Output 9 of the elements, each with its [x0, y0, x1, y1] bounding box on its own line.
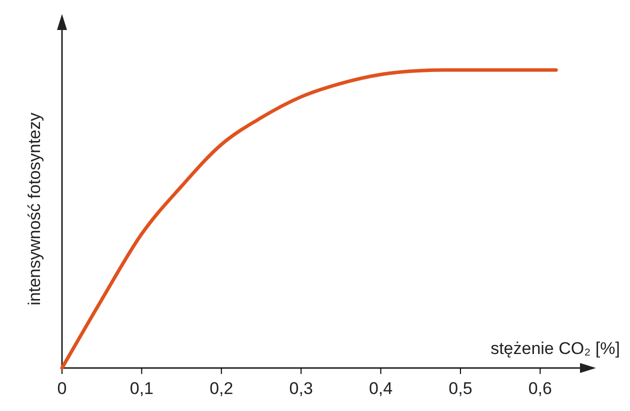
x-axis-title: stężenie CO₂ [%] [490, 339, 620, 358]
y-axis-title: intensywność fotosyntezy [25, 112, 44, 306]
x-tick-label: 0,2 [210, 379, 234, 398]
x-tick-label: 0,6 [528, 379, 552, 398]
x-tick-label: 0,3 [289, 379, 313, 398]
x-tick-label: 0,4 [368, 379, 393, 398]
x-tick-label: 0 [57, 379, 67, 398]
x-tick-label: 0,5 [448, 379, 472, 398]
x-tick-label: 0,1 [130, 379, 154, 398]
